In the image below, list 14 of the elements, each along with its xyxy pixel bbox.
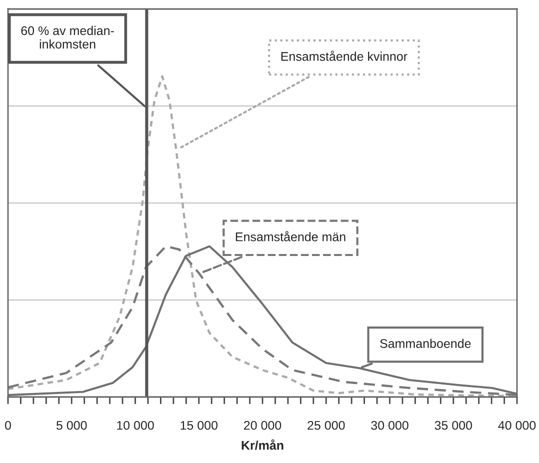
x-tick-label: 35 000 [434, 420, 472, 430]
x-tick-label: 20 000 [244, 420, 282, 430]
x-tick-label: 30 000 [371, 420, 408, 430]
x-tick-label: 15 000 [180, 420, 218, 430]
x-tick-label: 5 000 [56, 420, 87, 430]
x-tick-label: 0 [5, 420, 11, 430]
ref-line-label: 60 % av median- inkomsten [21, 26, 114, 49]
x-axis-title: Kr/mån [242, 439, 284, 450]
x-tick-label: 40 000 [498, 420, 536, 430]
x-tick-label: 10 000 [117, 420, 154, 430]
x-tick-label: 25 000 [308, 420, 345, 430]
series-label: Sammanboende [380, 338, 471, 348]
text: Ensamstående kvinnor [281, 50, 408, 61]
text: Ensamstående män [236, 231, 346, 242]
